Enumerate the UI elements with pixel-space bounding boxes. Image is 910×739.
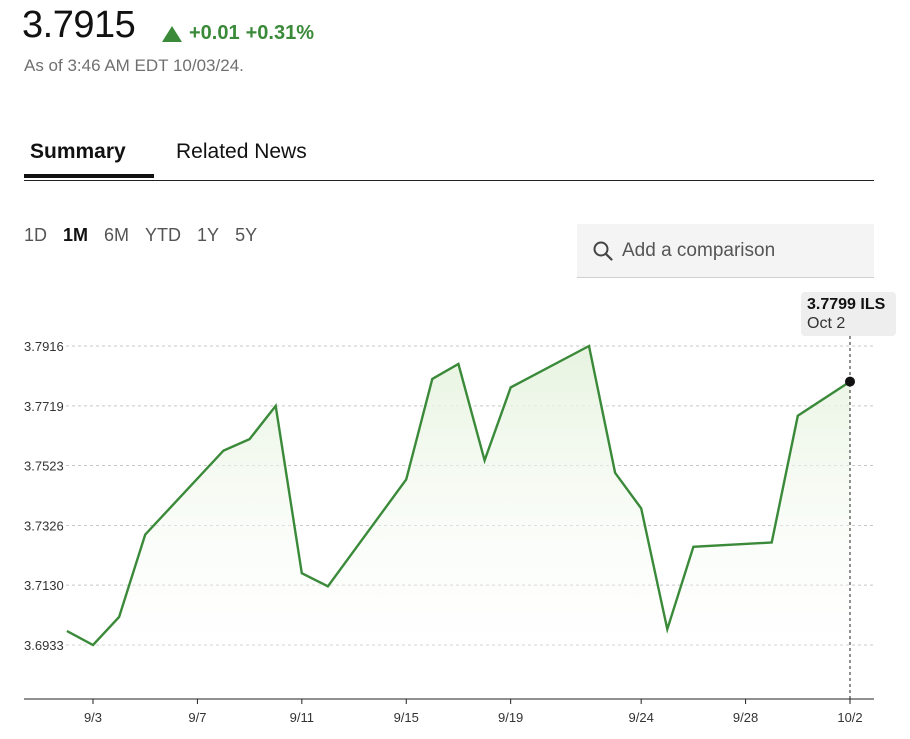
y-tick-label: 3.7326 (24, 518, 64, 533)
x-tick-label: 9/7 (188, 710, 206, 725)
x-tick-label: 9/11 (290, 710, 314, 725)
tab-related-news[interactable]: Related News (176, 140, 307, 163)
x-tick-label: 9/24 (629, 710, 654, 725)
change-value: +0.01 (189, 22, 240, 44)
price-area-fill (66, 346, 850, 660)
range-6m[interactable]: 6M (104, 225, 130, 245)
range-ytd[interactable]: YTD (145, 225, 182, 245)
tab-summary[interactable]: Summary (24, 140, 154, 178)
up-arrow-icon (162, 25, 182, 42)
range-5y[interactable]: 5Y (235, 225, 258, 245)
as-of-timestamp: As of 3:46 AM EDT 10/03/24. (24, 56, 244, 75)
x-tick-label: 9/15 (394, 710, 419, 725)
range-1d[interactable]: 1D (24, 225, 48, 245)
range-1y[interactable]: 1Y (197, 225, 220, 245)
y-tick-label: 3.7130 (24, 578, 64, 593)
price-line (66, 344, 851, 647)
y-tick-label: 3.7916 (24, 339, 64, 354)
y-tick-label: 3.7719 (24, 399, 64, 414)
hover-tooltip: 3.7799 ILS Oct 2 (801, 292, 896, 336)
y-tick-label: 3.6933 (24, 638, 64, 653)
range-1m[interactable]: 1M (63, 225, 89, 245)
x-tick-label: 10/2 (837, 710, 862, 725)
comparison-placeholder: Add a comparison (622, 239, 776, 261)
tooltip-value: 3.7799 ILS (807, 296, 886, 313)
change-percent: +0.31% (245, 22, 314, 44)
tab-bar: Summary Related News (24, 140, 874, 181)
price-change: +0.01 +0.31% (162, 22, 314, 45)
search-icon (593, 241, 613, 261)
x-tick-label: 9/19 (498, 710, 523, 725)
y-tick-label: 3.7523 (24, 459, 64, 474)
last-price: 3.7915 (22, 4, 136, 46)
x-tick-label: 9/3 (84, 710, 102, 725)
range-selector: 1D 1M 6M YTD 1Y 5Y (24, 225, 273, 246)
x-tick-label: 9/28 (733, 710, 758, 725)
tooltip-date: Oct 2 (807, 315, 846, 332)
comparison-search-input[interactable]: Add a comparison (577, 224, 874, 278)
hover-marker (845, 376, 855, 387)
